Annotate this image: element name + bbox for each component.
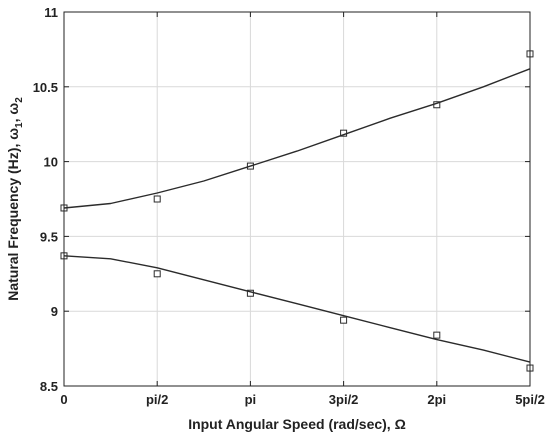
fit-curve-1 [63,68,531,209]
series-layer [60,50,534,372]
y-tick-label: 9.5 [40,229,58,244]
y-axis-label-prefix: Natural Frequency (Hz), ω [5,128,21,301]
data-point-marker [153,270,161,278]
plot-frame [63,11,531,387]
x-axis-label: Input Angular Speed (rad/sec), Ω [188,416,406,432]
x-tick-label: 3pi/2 [329,392,359,407]
x-tick-label: 0 [60,392,67,407]
data-point-marker [433,331,441,339]
x-tick-label: pi/2 [146,392,168,407]
y-tick-label: 10.5 [33,80,58,95]
grid-layer [64,12,530,386]
data-point-marker [153,195,161,203]
data-point-marker [340,316,348,324]
y-axis-label-sub2: 2 [14,97,25,103]
x-tick-label: 5pi/2 [515,392,545,407]
tick-layer: 0 pi/2 pi 3pi/2 2pi 5pi/2 8.5 9 9.5 10 10.5 11 [33,5,545,407]
y-axis-label: Natural Frequency (Hz), ω1, ω2 [5,97,25,301]
x-tick-label: 2pi [427,392,446,407]
y-tick-label: 8.5 [40,379,58,394]
y-axis-label-sub1: 1 [14,122,25,128]
y-tick-label: 9 [51,304,58,319]
y-tick-label: 10 [44,155,58,170]
x-tick-label: pi [245,392,257,407]
fit-curve-2 [63,255,531,363]
y-tick-label: 11 [44,5,58,20]
y-axis-label-mid: , ω [5,103,21,123]
